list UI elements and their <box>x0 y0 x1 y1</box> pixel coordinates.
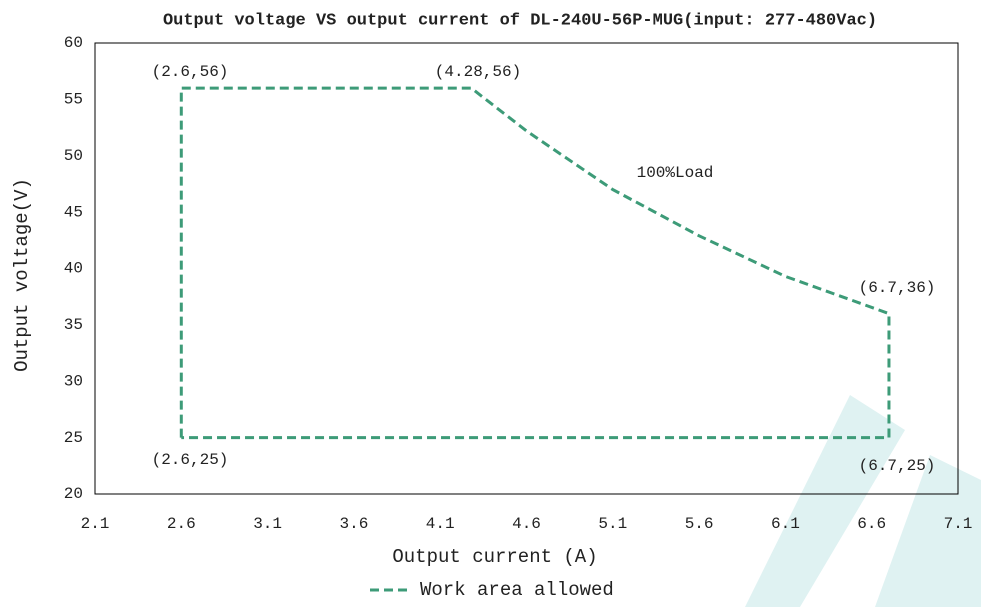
y-tick-label: 20 <box>64 485 83 503</box>
x-tick-label: 6.1 <box>771 515 800 533</box>
y-tick-label: 40 <box>64 260 83 278</box>
x-tick-label: 3.6 <box>339 515 368 533</box>
x-tick-label: 7.1 <box>944 515 973 533</box>
x-tick-label: 5.1 <box>598 515 627 533</box>
x-tick-label: 5.6 <box>685 515 714 533</box>
annotation: (2.6,56) <box>152 63 229 81</box>
line <box>179 86 891 440</box>
legend-label: Work area allowed <box>420 579 614 601</box>
annotation: (6.7,36) <box>859 279 936 297</box>
y-tick-label: 60 <box>64 34 83 52</box>
plot-frame <box>94 42 959 495</box>
annotation: (4.28,56) <box>435 63 521 81</box>
x-tick-label: 6.6 <box>857 515 886 533</box>
x-tick-label: 4.1 <box>426 515 455 533</box>
y-tick-label: 35 <box>64 316 83 334</box>
y-tick-label: 50 <box>64 147 83 165</box>
annotation: 100%Load <box>637 164 714 182</box>
y-axis-label: Output voltage(V) <box>11 178 33 372</box>
x-tick-label: 2.6 <box>167 515 196 533</box>
y-tick-label: 30 <box>64 372 83 390</box>
annotation: (2.6,25) <box>152 451 229 469</box>
watermark <box>875 455 981 607</box>
x-tick-label: 2.1 <box>81 515 110 533</box>
x-axis-label: Output current (A) <box>392 546 597 568</box>
watermark <box>745 395 905 607</box>
y-tick-label: 45 <box>64 203 83 221</box>
y-tick-label: 55 <box>64 91 83 109</box>
y-tick-label: 25 <box>64 429 83 447</box>
chart-title: Output voltage VS output current of DL-2… <box>163 11 877 30</box>
x-tick-label: 4.6 <box>512 515 541 533</box>
annotation: (6.7,25) <box>859 457 936 475</box>
x-tick-label: 3.1 <box>253 515 282 533</box>
